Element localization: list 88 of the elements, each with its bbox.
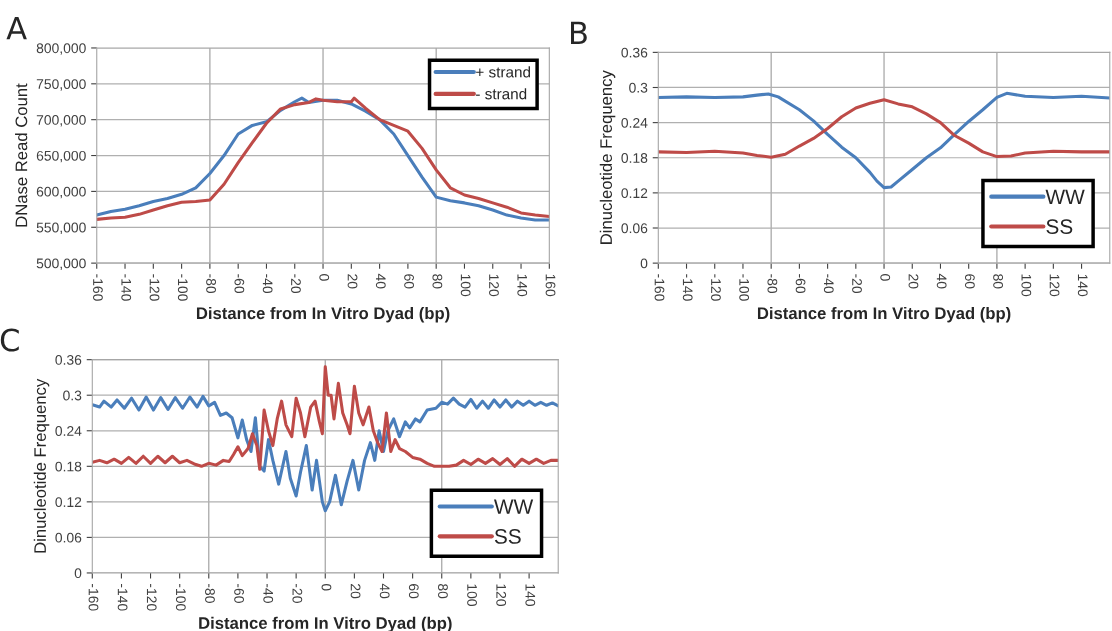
y-tick-label: 0.12 — [55, 497, 82, 508]
x-tick-label: 0 — [880, 274, 891, 281]
x-tick-label: 80 — [438, 583, 448, 599]
x-tick-label: -20 — [852, 274, 862, 294]
y-axis-title: DNase Read Count — [15, 83, 28, 227]
x-tick-label: -160 — [93, 274, 103, 301]
legend-label: - strand — [476, 88, 527, 100]
y-tick-label: 0.06 — [55, 532, 82, 543]
y-tick-label: 750,000 — [36, 79, 86, 91]
x-tick-label: 0 — [319, 274, 330, 281]
legend-label: WW — [1045, 189, 1085, 204]
y-tick-label: 800,000 — [36, 43, 86, 55]
x-tick-label: -80 — [205, 583, 215, 603]
x-tick-label: -120 — [149, 274, 160, 301]
x-tick-label: 100 — [467, 584, 477, 606]
x-tick-label: -100 — [175, 583, 186, 611]
chart-title: C — [0, 328, 19, 352]
x-tick-label: -20 — [292, 583, 303, 603]
line-series — [92, 365, 559, 471]
x-tick-label: 100 — [460, 274, 471, 297]
x-tick-label: -140 — [117, 583, 128, 611]
x-tick-label: -100 — [177, 274, 188, 301]
x-tick-label: 60 — [964, 274, 975, 289]
line-series — [658, 91, 1110, 190]
x-tick-label: -40 — [263, 583, 274, 603]
y-tick-label: 0.18 — [55, 461, 82, 472]
x-axis-title: Distance from In Vitro Dyad (bp) — [757, 306, 1011, 323]
x-tick-label: 0 — [321, 583, 332, 591]
y-tick-label: 0.3 — [629, 82, 648, 93]
x-tick-label: -80 — [206, 274, 216, 294]
x-tick-label: 80 — [993, 274, 1004, 289]
x-tick-label: 60 — [404, 274, 414, 289]
line-series — [92, 394, 559, 513]
y-tick-label: 700,000 — [36, 115, 86, 127]
x-axis-title: Distance from In Vitro Dyad (bp) — [196, 306, 450, 323]
x-tick-label: -60 — [234, 274, 245, 294]
x-tick-label: 20 — [908, 274, 919, 289]
y-axis-title: Dinucleotide Frequency — [33, 378, 50, 553]
x-tick-label: 120 — [489, 274, 499, 297]
y-tick-label: 0.24 — [55, 426, 82, 436]
legend-label: SS — [494, 529, 521, 544]
line-series — [658, 98, 1110, 159]
x-tick-label: 20 — [350, 584, 361, 599]
y-tick-label: 0.24 — [621, 117, 648, 128]
x-tick-label: 160 — [545, 274, 556, 297]
x-tick-label: -60 — [234, 583, 245, 603]
y-tick-label: 550,000 — [36, 222, 86, 235]
x-tick-label: -160 — [88, 583, 99, 611]
x-tick-label: -160 — [654, 274, 665, 301]
x-tick-label: 60 — [408, 584, 419, 599]
x-tick-label: -140 — [682, 274, 693, 301]
y-tick-label: 0.18 — [621, 153, 648, 163]
x-tick-label: 20 — [347, 274, 358, 289]
y-tick-label: 600,000 — [36, 186, 86, 199]
x-tick-label: -140 — [121, 274, 132, 301]
chart-title: B — [571, 21, 587, 44]
legend-label: WW — [493, 499, 534, 514]
y-tick-label: 0 — [74, 568, 82, 579]
x-tick-label: 40 — [375, 273, 386, 289]
legend-label: + strand — [476, 66, 531, 78]
x-tick-label: -80 — [767, 274, 778, 294]
legend-label: SS — [1046, 219, 1073, 235]
y-tick-label: 0.3 — [63, 390, 82, 401]
y-axis-title: Dinucleotide Frequency — [599, 70, 616, 244]
y-tick-label: 0.06 — [621, 223, 648, 234]
x-tick-label: 100 — [1021, 274, 1032, 297]
x-tick-label: 120 — [496, 584, 507, 606]
x-tick-label: 140 — [1077, 274, 1088, 297]
y-tick-label: 0.12 — [621, 188, 648, 199]
x-tick-label: 140 — [517, 274, 528, 297]
x-tick-label: -60 — [795, 274, 806, 294]
x-tick-label: 120 — [1049, 274, 1060, 297]
x-tick-label: 80 — [432, 274, 443, 289]
y-tick-label: 650,000 — [36, 150, 86, 163]
x-tick-label: 40 — [379, 583, 390, 599]
x-tick-label: -100 — [739, 274, 750, 301]
y-tick-label: 500,000 — [36, 258, 86, 270]
chart-title: A — [6, 17, 27, 40]
x-tick-label: -40 — [823, 274, 834, 294]
x-tick-label: -40 — [262, 274, 273, 294]
y-tick-label: 0 — [640, 258, 648, 269]
x-tick-label: -20 — [291, 274, 301, 294]
y-tick-label: 0.36 — [55, 355, 82, 365]
x-tick-label: 40 — [936, 273, 947, 289]
y-tick-label: 0.36 — [621, 47, 648, 58]
x-tick-label: 140 — [525, 584, 536, 606]
x-tick-label: -120 — [711, 274, 721, 301]
x-tick-label: -120 — [146, 583, 157, 611]
